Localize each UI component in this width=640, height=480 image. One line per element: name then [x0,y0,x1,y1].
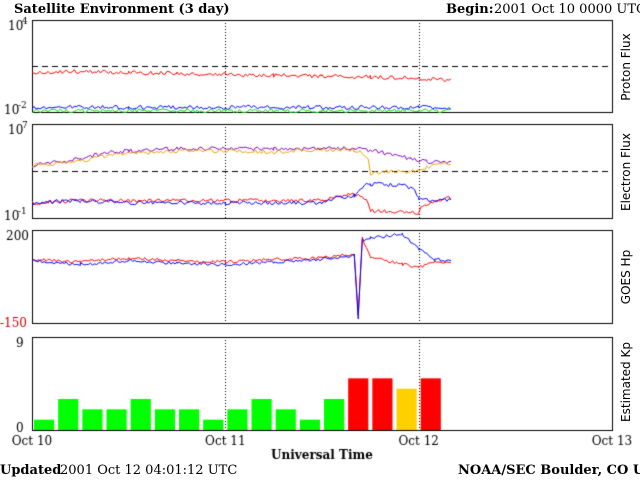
chart-title: Satellite Environment (3 day) [14,2,229,17]
updated-value: 2001 Oct 12 04:01:12 UTC [60,463,237,478]
estimated-kp-ylabel: Estimated Kp [619,332,633,432]
proton-flux-ylabel: Proton Flux [619,27,633,107]
updated-label: Updated [0,463,61,478]
begin-value: 2001 Oct 10 0000 UTC [494,2,640,17]
goes-hp-ylabel: GOES Hp [619,237,633,317]
credit-text: NOAA/SEC Boulder, CO USA [458,463,640,478]
chart-canvas [0,0,640,480]
begin-label: Begin: [446,2,494,17]
electron-flux-ylabel: Electron Flux [619,127,633,217]
